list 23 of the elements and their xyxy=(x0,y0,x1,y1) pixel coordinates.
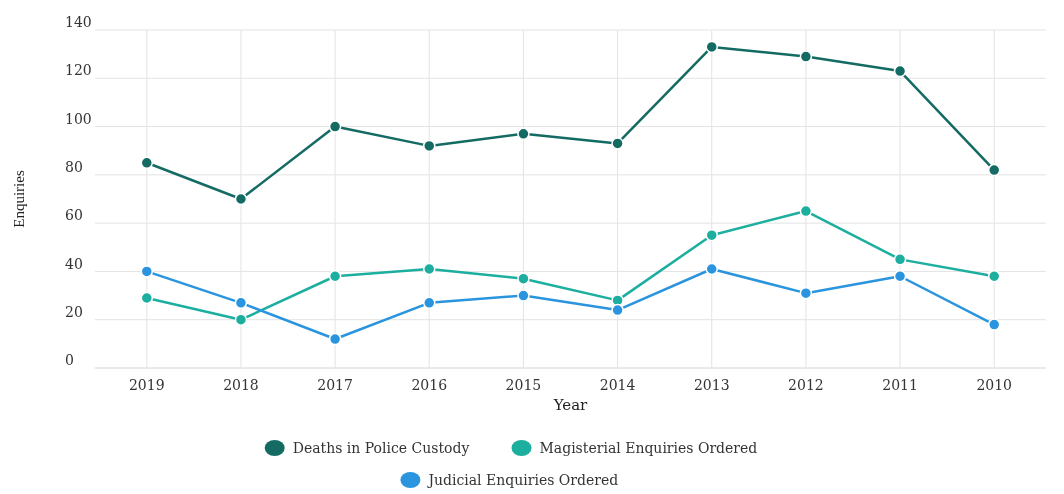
y-tick-label: 20 xyxy=(65,303,83,320)
x-axis-title: Year xyxy=(552,396,589,414)
x-tick-label: 2011 xyxy=(882,377,918,393)
x-tick-label: 2016 xyxy=(411,377,448,393)
y-tick-label: 80 xyxy=(65,159,83,176)
y-tick-label: 140 xyxy=(65,14,92,31)
x-tick-label: 2012 xyxy=(788,377,824,393)
y-tick-label: 60 xyxy=(65,207,83,224)
y-tick-label: 0 xyxy=(65,352,74,369)
legend-label: Deaths in Police Custody xyxy=(292,439,470,456)
legend-label: Judicial Enquiries Ordered xyxy=(426,471,619,488)
x-tick-label: 2014 xyxy=(599,377,636,393)
x-tick-label: 2019 xyxy=(128,377,165,393)
x-tick-label: 2017 xyxy=(317,377,353,393)
y-tick-label: 120 xyxy=(65,62,92,79)
x-tick-label: 2018 xyxy=(223,377,259,393)
x-tick-label: 2013 xyxy=(693,377,730,393)
y-tick-label: 100 xyxy=(65,110,92,127)
x-tick-label: 2010 xyxy=(976,377,1013,393)
y-axis-title: Enquiries xyxy=(11,170,27,228)
legend-label: Magisterial Enquiries Ordered xyxy=(539,439,758,456)
x-tick-label: 2015 xyxy=(505,377,542,393)
y-tick-label: 40 xyxy=(65,255,83,272)
